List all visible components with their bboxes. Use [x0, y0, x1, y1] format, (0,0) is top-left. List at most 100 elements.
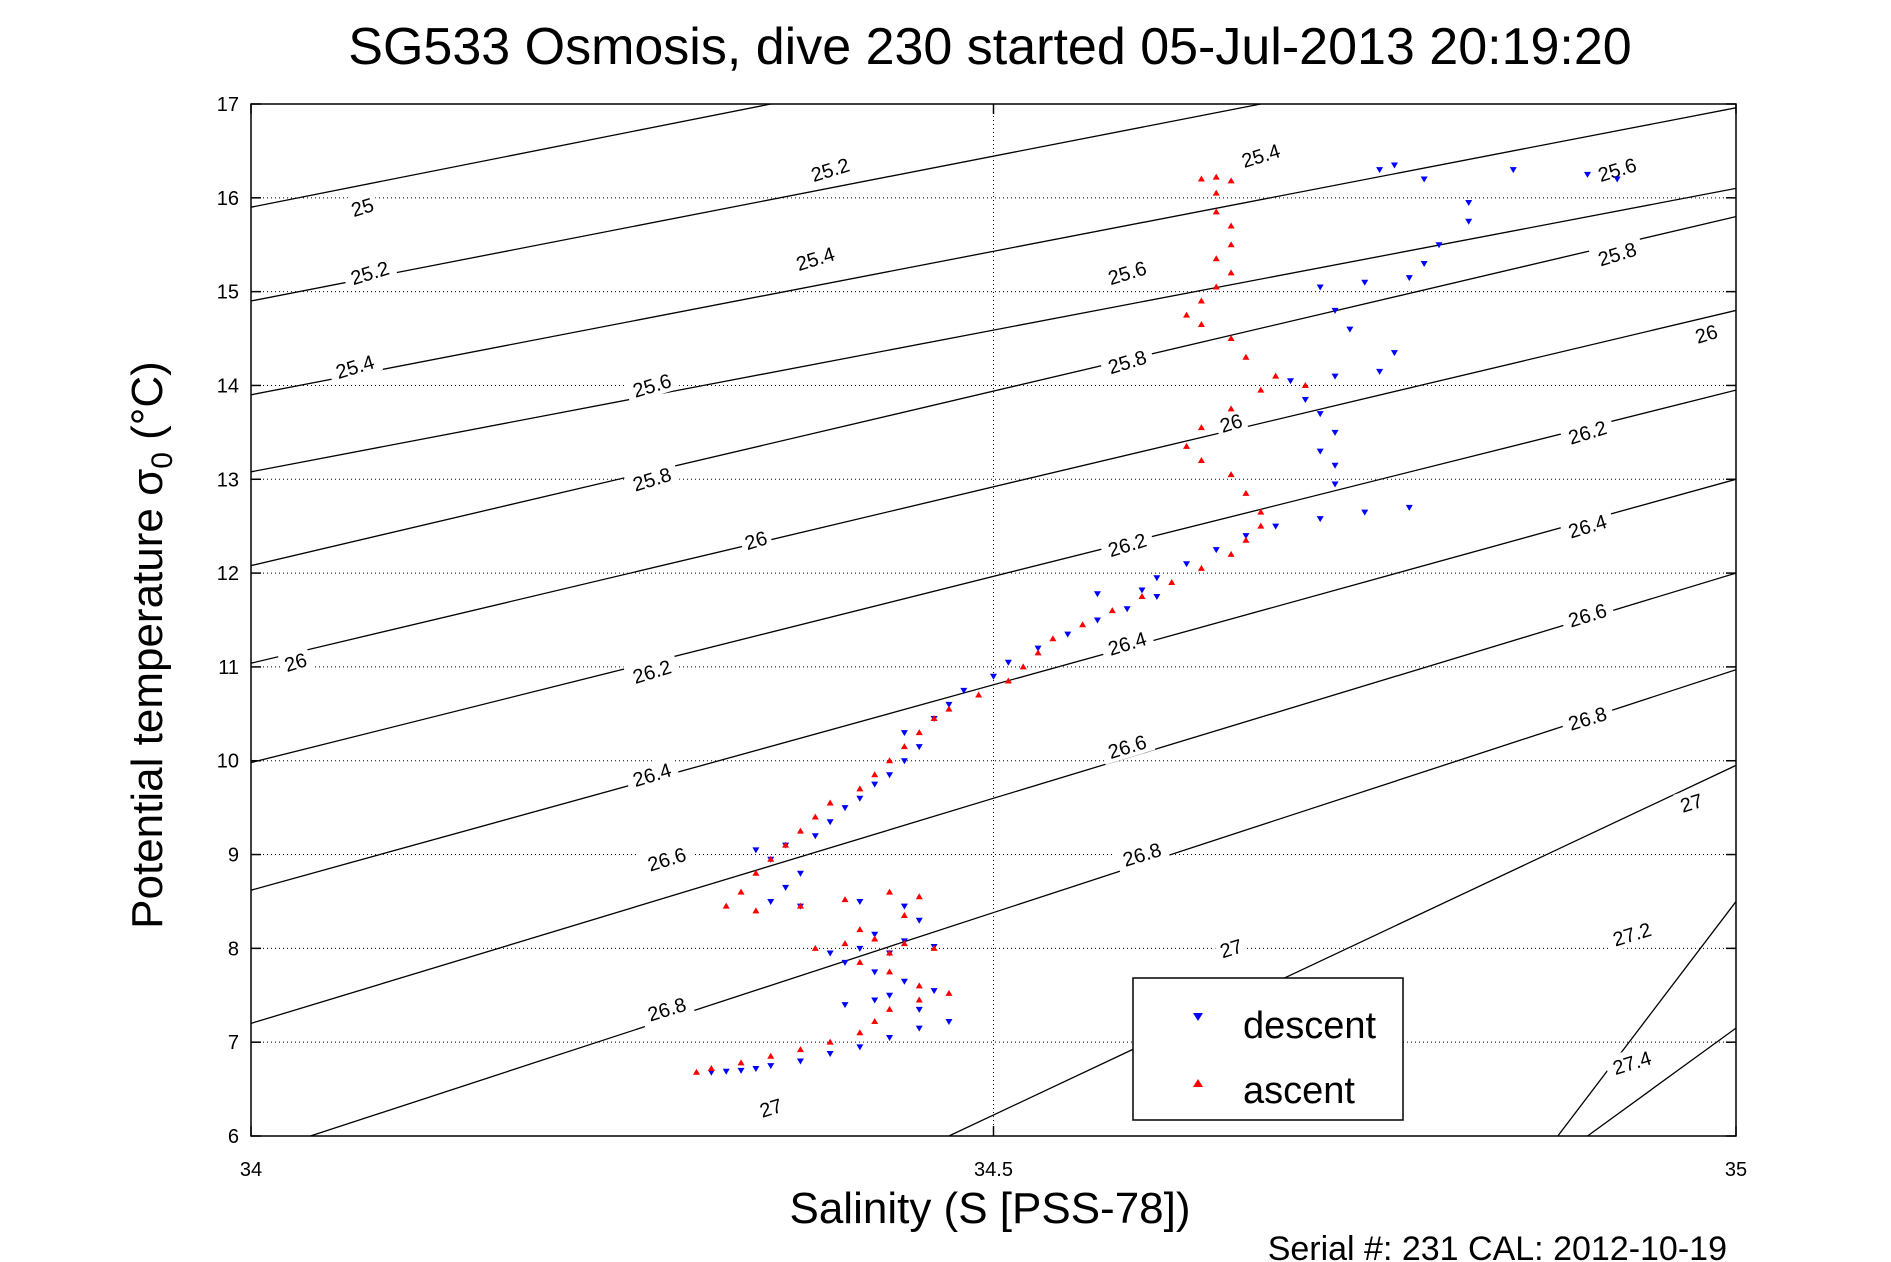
descent-point	[1242, 533, 1250, 540]
contour-label: 26	[1212, 406, 1249, 438]
descent-point	[1613, 176, 1621, 183]
axis-ticks: 34 34.5 35 6 7 8 9 10 11 12 13 14 15 16 17	[217, 94, 1747, 1181]
ascent-point	[707, 1064, 715, 1071]
contour-label-bg	[1098, 726, 1156, 765]
y-tick-label: 6	[228, 1126, 239, 1148]
contour-label-bg	[638, 989, 695, 1028]
ascent-point	[1197, 564, 1205, 571]
descent-point	[886, 992, 894, 999]
contour-label: 26.8	[638, 989, 695, 1028]
x-tick-label: 34	[240, 1159, 262, 1181]
descent-point	[1212, 547, 1220, 554]
descent-point	[886, 772, 894, 779]
descent-point	[1405, 275, 1413, 282]
ascent-point	[811, 944, 819, 951]
descent-point	[1420, 260, 1428, 267]
descent-point	[915, 1025, 923, 1032]
ascent-point	[1168, 578, 1176, 585]
y-tick-label: 11	[218, 657, 239, 679]
ascent-point	[945, 705, 953, 712]
contour-label-bg	[737, 523, 774, 556]
contour-label-bg	[1098, 341, 1156, 381]
contour-label-bg	[1098, 623, 1156, 662]
contour-label-bg	[1098, 252, 1156, 292]
ascent-point	[930, 944, 938, 951]
contour-label: 27	[1212, 931, 1249, 964]
descent-point	[1465, 218, 1473, 225]
ascent-point	[856, 958, 864, 965]
ascent-point	[1183, 442, 1191, 449]
density-contour-line	[251, 478, 1736, 891]
y-tick-label: 17	[217, 94, 239, 116]
y-tick-label: 12	[217, 563, 239, 585]
ascent-point	[886, 968, 894, 975]
contour-label-bg	[638, 839, 695, 878]
descent-point	[1331, 429, 1339, 436]
descent-point	[856, 795, 864, 802]
ascent-point	[811, 813, 819, 820]
density-contour-line	[310, 669, 1736, 1136]
contour-label-bg	[1113, 834, 1171, 873]
ascent-point	[915, 729, 923, 736]
ascent-point	[1183, 311, 1191, 318]
y-axis-label-unit: (°C)	[123, 361, 172, 452]
ascent-point	[767, 1052, 775, 1059]
density-contour-line	[251, 104, 771, 208]
ascent-point	[1272, 372, 1280, 379]
descent-point	[1509, 167, 1517, 174]
descent-point	[1390, 350, 1398, 357]
ascent-point	[722, 902, 730, 909]
ascent-point	[975, 691, 983, 698]
descent-point	[796, 1058, 804, 1065]
descent-point	[782, 884, 790, 891]
density-contour-line	[251, 107, 1736, 396]
descent-point	[767, 1063, 775, 1070]
ascent-point	[782, 841, 790, 848]
descent-point	[1064, 631, 1072, 638]
ascent-point	[1257, 386, 1265, 393]
descent-point	[871, 931, 879, 938]
descent-point	[945, 1019, 953, 1026]
ascent-point	[1212, 208, 1220, 215]
ascent-point	[856, 1029, 864, 1036]
descent-point	[1361, 279, 1369, 286]
descent-point	[1331, 307, 1339, 314]
contour-label-bg	[1588, 149, 1646, 188]
x-axis-label: Salinity (S [PSS-78])	[789, 1184, 1190, 1233]
y-tick-label: 8	[228, 938, 239, 960]
descent-point	[796, 870, 804, 877]
ascent-point	[915, 893, 923, 900]
y-axis-label-main: Potential temperature σ	[123, 469, 172, 929]
descent-point	[915, 744, 923, 751]
legend: descent ascent	[1132, 977, 1404, 1121]
contour-label-bg	[341, 252, 398, 292]
ascent-point	[826, 1038, 834, 1045]
descent-point	[1435, 242, 1443, 249]
contour-label-bg	[326, 346, 384, 385]
descent-point	[1004, 659, 1012, 666]
density-contour-line	[251, 215, 1736, 567]
ascent-point	[1197, 320, 1205, 327]
contour-label-bg	[623, 459, 681, 498]
descent-point	[737, 1067, 745, 1074]
ascent-point	[1227, 222, 1235, 229]
descent-point	[1153, 594, 1161, 601]
serial-cal-footer: Serial #: 231 CAL: 2012-10-19	[1268, 1230, 1727, 1262]
descent-point	[1376, 368, 1384, 375]
ascent-point	[1079, 621, 1087, 628]
ascent-point	[900, 743, 908, 750]
ascent-point	[1242, 353, 1250, 360]
ascent-point	[1197, 457, 1205, 464]
contour-label-bg	[786, 238, 844, 277]
ascent-point	[1242, 536, 1250, 543]
x-tick-label: 35	[1725, 1159, 1747, 1181]
descent-point	[826, 819, 834, 826]
contour-label: 26	[737, 523, 774, 556]
contour-label-bg	[1673, 786, 1709, 818]
y-axis-label-subscript: 0	[146, 452, 179, 469]
descent-point	[915, 1006, 923, 1013]
ascent-point	[1197, 297, 1205, 304]
legend-ascent-marker	[1193, 1079, 1203, 1087]
descent-point	[1316, 448, 1324, 455]
